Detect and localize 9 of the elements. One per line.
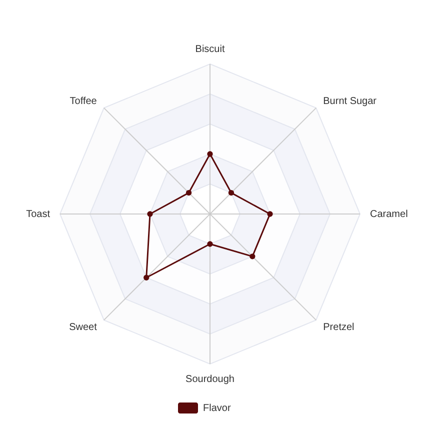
spoke-label: Sourdough [186,374,234,385]
spoke-label: Toast [26,209,50,220]
spoke-label: Caramel [370,209,408,220]
spoke-label: Biscuit [195,44,225,55]
spoke-label: Sweet [69,322,98,334]
legend-label: Flavor [203,403,232,414]
spoke-label: Burnt Sugar [323,96,378,107]
spoke-label: Pretzel [323,322,354,334]
spoke-label: Toffee [70,96,98,107]
